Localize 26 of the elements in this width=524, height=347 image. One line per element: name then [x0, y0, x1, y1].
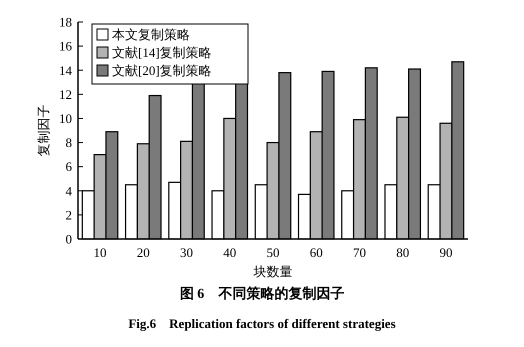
x-tick-label: 70 [352, 245, 366, 260]
legend-label: 本文复制策略 [112, 27, 190, 42]
x-tick-label: 50 [266, 245, 280, 260]
y-axis-title: 复制因子 [36, 104, 51, 156]
y-tick-label: 4 [66, 183, 72, 198]
x-tick-label: 30 [180, 245, 194, 260]
legend-label: 文献[20]复制策略 [112, 63, 212, 78]
y-tick-label: 12 [59, 86, 72, 102]
legend-label: 文献[14]复制策略 [112, 45, 212, 60]
x-axis-title: 块数量 [252, 264, 292, 279]
y-tick-label: 2 [66, 207, 72, 222]
y-tick-label: 8 [66, 135, 72, 150]
x-tick-label: 10 [94, 245, 107, 260]
x-tick-label: 40 [223, 245, 236, 260]
y-tick-label: 16 [59, 38, 72, 54]
x-tick-label: 80 [396, 245, 410, 260]
y-tick-label: 10 [59, 110, 72, 126]
y-tick-label: 0 [66, 232, 72, 247]
y-tick-label: 18 [59, 14, 72, 30]
x-tick-label: 20 [136, 245, 150, 260]
caption: 图 6 不同策略的复制因子 [180, 286, 344, 302]
y-tick-label: 6 [66, 159, 72, 174]
y-tick-label: 14 [59, 62, 72, 78]
x-tick-label: 60 [310, 245, 323, 260]
x-tick-label: 90 [439, 245, 452, 260]
caption: Fig.6 Replication factors of different strategies [128, 316, 396, 331]
